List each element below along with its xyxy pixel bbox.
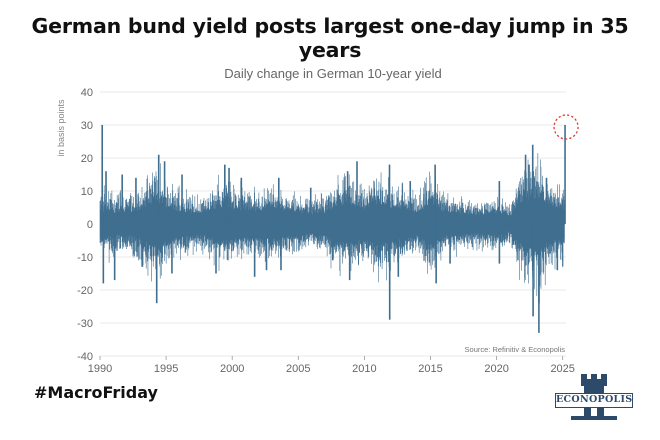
x-tick-label: 2010 (352, 363, 376, 375)
x-axis-ticks: 1990 1995 2000 2005 2010 2015 2020 2025 (88, 356, 575, 375)
y-tick-label: -10 (77, 252, 93, 264)
y-tick-label: -40 (77, 351, 93, 363)
daily-change-series (99, 125, 566, 333)
y-axis-label: in basis points (56, 99, 66, 157)
y-tick-label: -30 (77, 318, 93, 330)
x-tick-label: 1995 (154, 363, 178, 375)
chart-title: Daily change in German 10-year yield (224, 66, 442, 81)
hashtag: #MacroFriday (34, 383, 158, 402)
highlight-circle (553, 114, 579, 140)
x-tick-label: 2020 (484, 363, 508, 375)
x-tick-label: 2015 (418, 363, 442, 375)
y-tick-label: 40 (81, 87, 93, 99)
econopolis-logo-text: ECONOPOLIS (555, 393, 633, 408)
source-note: Source: Refinitiv & Econopolis (465, 345, 566, 354)
y-tick-label: -20 (77, 285, 93, 297)
y-tick-label: 30 (81, 120, 93, 132)
y-tick-label: 10 (81, 186, 93, 198)
y-axis-ticks: 40 30 20 10 0 -10 -20 -30 -40 (77, 87, 93, 363)
x-tick-label: 2025 (550, 363, 574, 375)
x-tick-label: 2000 (220, 363, 244, 375)
x-tick-label: 1990 (88, 363, 112, 375)
x-tick-label: 2005 (286, 363, 310, 375)
headline: German bund yield posts largest one-day … (31, 14, 629, 62)
y-tick-label: 20 (81, 153, 93, 165)
y-tick-label: 0 (87, 219, 93, 231)
